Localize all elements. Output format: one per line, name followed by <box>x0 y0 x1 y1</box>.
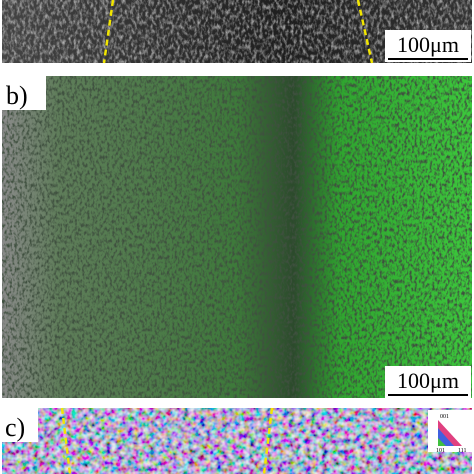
ipf-label: 111 <box>458 448 467 454</box>
texture <box>2 76 472 398</box>
boundary-line <box>60 407 72 474</box>
scale-box <box>385 366 471 398</box>
label-box <box>2 76 46 110</box>
texture <box>2 408 472 474</box>
panel-a: 100μm <box>2 0 472 64</box>
panel-b: b) 100μm <box>2 76 472 398</box>
ipf-triangle <box>438 428 454 446</box>
ipf-triangle <box>438 438 446 446</box>
panel-c: c) 001 101 111 <box>2 407 472 474</box>
scale-label: 100μm <box>397 32 459 57</box>
panel-label: c) <box>5 413 25 442</box>
boundary-line <box>356 0 374 64</box>
boundary-line <box>102 0 115 64</box>
boundary-line <box>262 407 274 474</box>
scale-box <box>385 30 471 62</box>
panel-label: b) <box>6 81 28 110</box>
label-box <box>2 408 38 442</box>
scale-label: 100μm <box>397 368 459 393</box>
ipf-label: 101 <box>436 448 445 454</box>
ipf-label: 001 <box>440 414 449 420</box>
